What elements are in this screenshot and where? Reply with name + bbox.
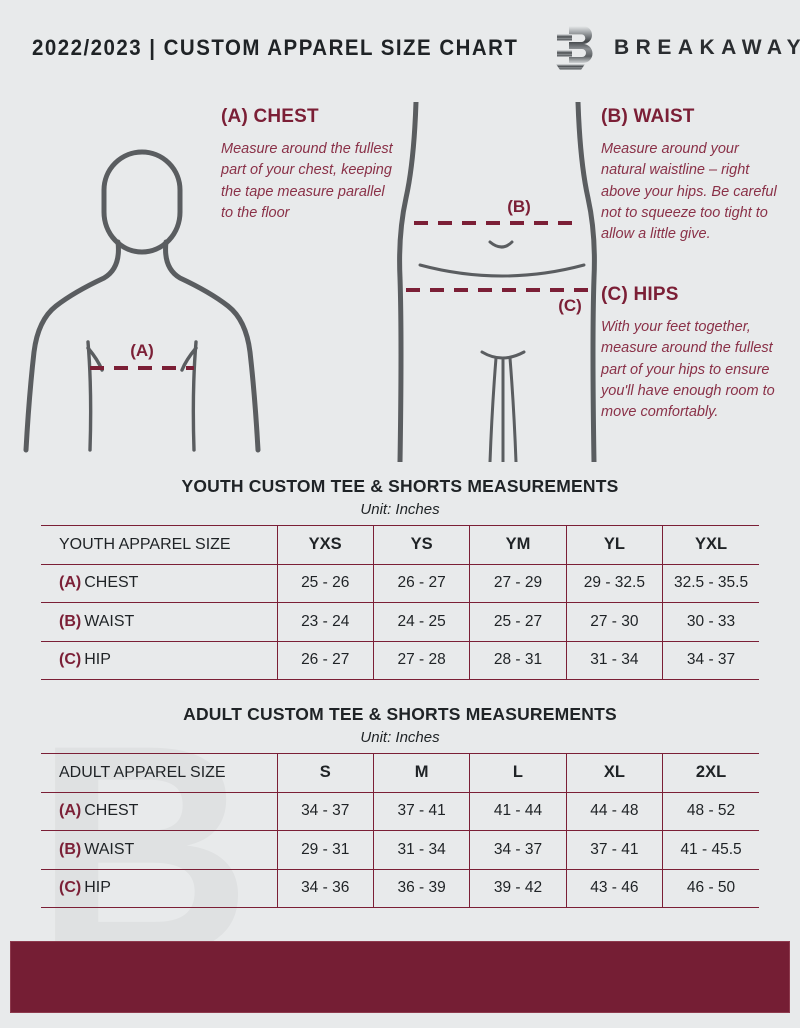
- waist-label: WAIST: [84, 612, 135, 630]
- hip-label: HIP: [84, 879, 111, 897]
- hip-label: HIP: [84, 651, 111, 669]
- page-header: 2022/2023 | CUSTOM APPAREL SIZE CHART: [0, 0, 800, 96]
- adult-column-l: L: [469, 753, 567, 793]
- chest-tag: (A): [59, 574, 82, 592]
- youth-row-label-waist: (B) WAIST: [41, 602, 278, 642]
- breakaway-b-monogram-icon: [556, 26, 593, 70]
- adult-hip-2xl: 46 - 50: [662, 868, 759, 908]
- hip-tag: (C): [59, 651, 82, 669]
- lower-body-hips-icon: (B) (C): [397, 102, 597, 462]
- chest-description-title: (A) CHEST: [221, 106, 319, 127]
- youth-hip-ys: 27 - 28: [373, 640, 471, 680]
- waist-description-title: (B) WAIST: [601, 106, 695, 127]
- adult-column-m: M: [373, 753, 471, 793]
- youth-chest-yl: 29 - 32.5: [566, 563, 664, 603]
- adult-waist-s: 29 - 31: [277, 830, 374, 870]
- youth-chest-yxl: 32.5 - 35.5: [662, 563, 759, 603]
- waist-tag: (B): [59, 612, 82, 630]
- table-row: (B) WAIST 29 - 31 31 - 34 34 - 37 37 - 41…: [41, 830, 759, 870]
- table-header-row: ADULT APPAREL SIZE S M L XL 2XL: [41, 753, 759, 793]
- hip-measure-label: (C): [558, 296, 582, 315]
- adult-row-header-label: ADULT APPAREL SIZE: [41, 753, 278, 793]
- adult-waist-l: 34 - 37: [469, 830, 567, 870]
- table-row: (A) CHEST 25 - 26 26 - 27 27 - 29 29 - 32…: [41, 563, 759, 603]
- youth-table-title: YOUTH CUSTOM TEE & SHORTS MEASUREMENTS: [181, 476, 619, 496]
- youth-column-ys: YS: [373, 525, 471, 565]
- adult-hip-s: 34 - 36: [277, 868, 374, 908]
- youth-row-label-hip: (C) HIP: [41, 640, 278, 680]
- hip-tag: (C): [59, 879, 82, 897]
- youth-size-table: YOUTH APPAREL SIZE YXS YS YM YL YXL (A) C…: [41, 525, 759, 680]
- adult-column-2xl: 2XL: [662, 753, 759, 793]
- youth-column-yxs: YXS: [277, 525, 374, 565]
- waist-description-body: Measure around your natural waistline – …: [601, 141, 777, 243]
- table-row: (B) WAIST 23 - 24 24 - 25 25 - 27 27 - 30…: [41, 602, 759, 642]
- adult-chest-xl: 44 - 48: [566, 791, 664, 831]
- youth-row-label-chest: (A) CHEST: [41, 563, 278, 603]
- youth-row-header-label: YOUTH APPAREL SIZE: [41, 525, 278, 565]
- adult-measurements-section: ADULT CUSTOM TEE & SHORTS MEASUREMENTS U…: [41, 704, 759, 908]
- table-row: (C) HIP 34 - 36 36 - 39 39 - 42 43 - 46 4…: [41, 868, 759, 908]
- adult-hip-l: 39 - 42: [469, 868, 567, 908]
- adult-row-label-chest: (A) CHEST: [41, 791, 278, 831]
- youth-waist-yl: 27 - 30: [566, 602, 664, 642]
- brand-name: BREAKAWAY: [614, 36, 800, 59]
- chest-tag: (A): [59, 802, 82, 820]
- adult-column-xl: XL: [566, 753, 664, 793]
- youth-column-yl: YL: [566, 525, 664, 565]
- adult-chest-2xl: 48 - 52: [662, 791, 759, 831]
- hips-description-title: (C) HIPS: [601, 284, 679, 305]
- youth-hip-yl: 31 - 34: [566, 640, 664, 680]
- adult-chest-m: 37 - 41: [373, 791, 471, 831]
- waist-description: (B) WAIST Measure around your natural wa…: [601, 106, 777, 246]
- adult-waist-2xl: 41 - 45.5: [662, 830, 759, 870]
- page-title: 2022/2023 | CUSTOM APPAREL SIZE CHART: [32, 35, 519, 60]
- youth-measurements-section: YOUTH CUSTOM TEE & SHORTS MEASUREMENTS U…: [41, 476, 759, 680]
- adult-hip-m: 36 - 39: [373, 868, 471, 908]
- adult-waist-m: 31 - 34: [373, 830, 471, 870]
- hips-description-body: With your feet together, measure around …: [601, 319, 775, 421]
- brand-lockup: BREAKAWAY: [555, 22, 800, 74]
- footer-bar: [10, 941, 790, 1013]
- youth-table-unit: Unit: Inches: [360, 501, 440, 518]
- youth-column-ym: YM: [469, 525, 567, 565]
- hips-description: (C) HIPS With your feet together, measur…: [601, 284, 777, 424]
- table-row: (C) HIP 26 - 27 27 - 28 28 - 31 31 - 34 3…: [41, 640, 759, 680]
- chest-label: CHEST: [84, 574, 139, 592]
- adult-table-unit: Unit: Inches: [360, 729, 440, 746]
- adult-waist-xl: 37 - 41: [566, 830, 664, 870]
- adult-column-s: S: [277, 753, 374, 793]
- adult-chest-s: 34 - 37: [277, 791, 374, 831]
- adult-row-label-waist: (B) WAIST: [41, 830, 278, 870]
- adult-chest-l: 41 - 44: [469, 791, 567, 831]
- chest-description: (A) CHEST Measure around the fullest par…: [221, 106, 396, 224]
- youth-hip-ym: 28 - 31: [469, 640, 567, 680]
- upper-body-torso-icon: (A): [23, 149, 261, 453]
- youth-chest-ym: 27 - 29: [469, 563, 567, 603]
- youth-column-yxl: YXL: [662, 525, 759, 565]
- adult-table-title: ADULT CUSTOM TEE & SHORTS MEASUREMENTS: [183, 704, 617, 724]
- waist-measure-label: (B): [507, 197, 531, 216]
- adult-row-label-hip: (C) HIP: [41, 868, 278, 908]
- chest-label: CHEST: [84, 802, 139, 820]
- table-row: (A) CHEST 34 - 37 37 - 41 41 - 44 44 - 48…: [41, 791, 759, 831]
- measurement-illustrations: (A) (B) (C): [0, 96, 800, 468]
- youth-waist-ym: 25 - 27: [469, 602, 567, 642]
- youth-hip-yxs: 26 - 27: [277, 640, 374, 680]
- youth-chest-yxs: 25 - 26: [277, 563, 374, 603]
- youth-waist-yxs: 23 - 24: [277, 602, 374, 642]
- waist-tag: (B): [59, 840, 82, 858]
- youth-chest-ys: 26 - 27: [373, 563, 471, 603]
- youth-waist-yxl: 30 - 33: [662, 602, 759, 642]
- table-header-row: YOUTH APPAREL SIZE YXS YS YM YL YXL: [41, 525, 759, 565]
- adult-size-table: ADULT APPAREL SIZE S M L XL 2XL (A) CHEST…: [41, 753, 759, 908]
- youth-waist-ys: 24 - 25: [373, 602, 471, 642]
- chest-measure-label: (A): [130, 341, 154, 360]
- youth-hip-yxl: 34 - 37: [662, 640, 759, 680]
- chest-description-body: Measure around the fullest part of your …: [221, 141, 393, 221]
- waist-label: WAIST: [84, 840, 135, 858]
- adult-hip-xl: 43 - 46: [566, 868, 664, 908]
